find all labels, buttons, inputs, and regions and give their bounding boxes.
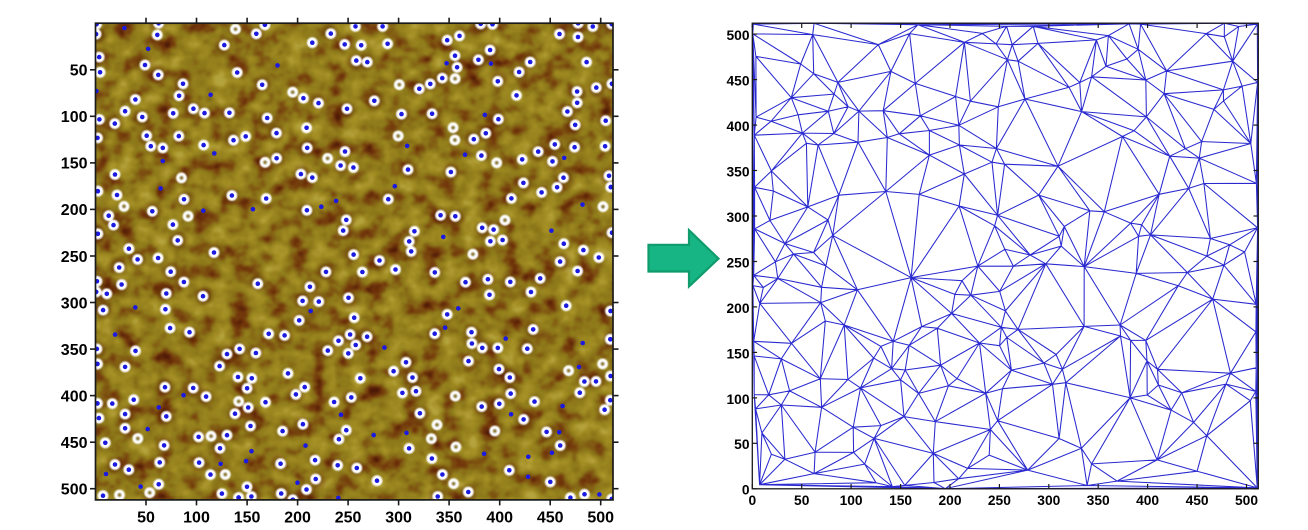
svg-text:100: 100 [840, 493, 863, 508]
svg-text:400: 400 [61, 388, 88, 405]
svg-text:250: 250 [61, 249, 88, 266]
svg-text:450: 450 [726, 74, 749, 89]
svg-text:0: 0 [742, 483, 750, 498]
svg-text:100: 100 [61, 109, 88, 126]
svg-text:200: 200 [61, 202, 88, 219]
svg-text:200: 200 [938, 493, 961, 508]
svg-text:400: 400 [486, 510, 513, 527]
svg-text:50: 50 [734, 437, 750, 452]
svg-text:50: 50 [70, 63, 88, 80]
svg-text:100: 100 [183, 510, 210, 527]
svg-text:350: 350 [61, 342, 88, 359]
svg-text:300: 300 [61, 295, 88, 312]
svg-text:500: 500 [1235, 493, 1258, 508]
svg-text:250: 250 [335, 510, 362, 527]
svg-text:0: 0 [748, 493, 756, 508]
svg-text:350: 350 [1087, 493, 1110, 508]
svg-text:250: 250 [726, 255, 749, 270]
svg-text:500: 500 [61, 482, 88, 499]
svg-text:50: 50 [794, 493, 810, 508]
svg-text:300: 300 [726, 210, 749, 225]
svg-text:500: 500 [587, 510, 614, 527]
svg-text:350: 350 [436, 510, 463, 527]
svg-text:300: 300 [1037, 493, 1060, 508]
svg-text:350: 350 [726, 164, 749, 179]
svg-text:450: 450 [1186, 493, 1209, 508]
svg-text:400: 400 [726, 119, 749, 134]
svg-text:450: 450 [537, 510, 564, 527]
svg-text:50: 50 [137, 510, 155, 527]
svg-text:200: 200 [284, 510, 311, 527]
svg-text:150: 150 [889, 493, 912, 508]
svg-text:450: 450 [61, 435, 88, 452]
svg-text:150: 150 [726, 346, 749, 361]
svg-text:100: 100 [726, 392, 749, 407]
svg-text:300: 300 [385, 510, 412, 527]
svg-text:500: 500 [726, 28, 749, 43]
svg-text:150: 150 [234, 510, 261, 527]
svg-text:150: 150 [61, 156, 88, 173]
svg-text:400: 400 [1136, 493, 1159, 508]
svg-text:250: 250 [988, 493, 1011, 508]
svg-text:200: 200 [726, 301, 749, 316]
